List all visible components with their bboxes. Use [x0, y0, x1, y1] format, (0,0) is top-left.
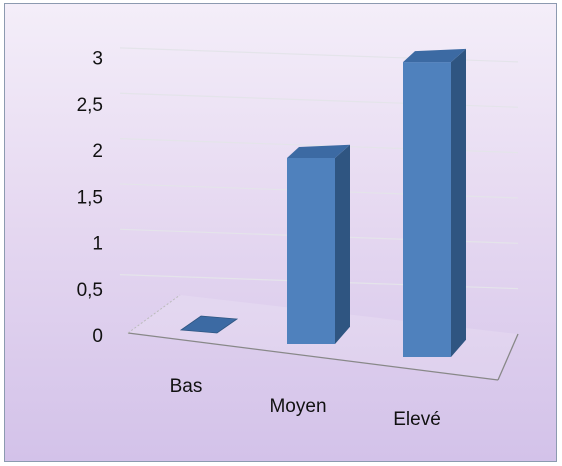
- y-tick-label-0: 0: [92, 326, 103, 347]
- x-axis-category-labels: Bas Moyen Elevé: [170, 376, 441, 430]
- bar-front-face: [287, 158, 335, 344]
- category-label-bas: Bas: [170, 376, 203, 397]
- bar-3: [403, 48, 466, 358]
- bar-1: [179, 315, 239, 334]
- category-label-eleve: Elevé: [393, 409, 441, 430]
- y-tick-label-0-5: 0,5: [77, 280, 103, 301]
- bar-side-face: [335, 144, 350, 344]
- y-axis-tick-labels: 0 0,5 1 1,5 2 2,5 3: [77, 49, 103, 348]
- bar-top-face: [287, 144, 350, 158]
- y-tick-label-2: 2: [92, 141, 103, 162]
- bar-top-face: [179, 315, 239, 334]
- category-label-moyen: Moyen: [269, 396, 326, 417]
- y-tick-label-1: 1: [92, 234, 103, 255]
- bar-top-face: [403, 48, 466, 63]
- bar-2: [287, 144, 350, 344]
- y-tick-label-2-5: 2,5: [77, 95, 103, 116]
- y-tick-label-1-5: 1,5: [77, 187, 103, 208]
- y-tick-label-3: 3: [92, 49, 103, 70]
- floor-back-edge: [127, 294, 181, 334]
- floor-side-edge: [497, 333, 519, 381]
- bar-side-face: [451, 48, 466, 358]
- floor-front-edge: [127, 332, 499, 381]
- bar-front-face: [403, 62, 451, 357]
- bars: [179, 48, 466, 358]
